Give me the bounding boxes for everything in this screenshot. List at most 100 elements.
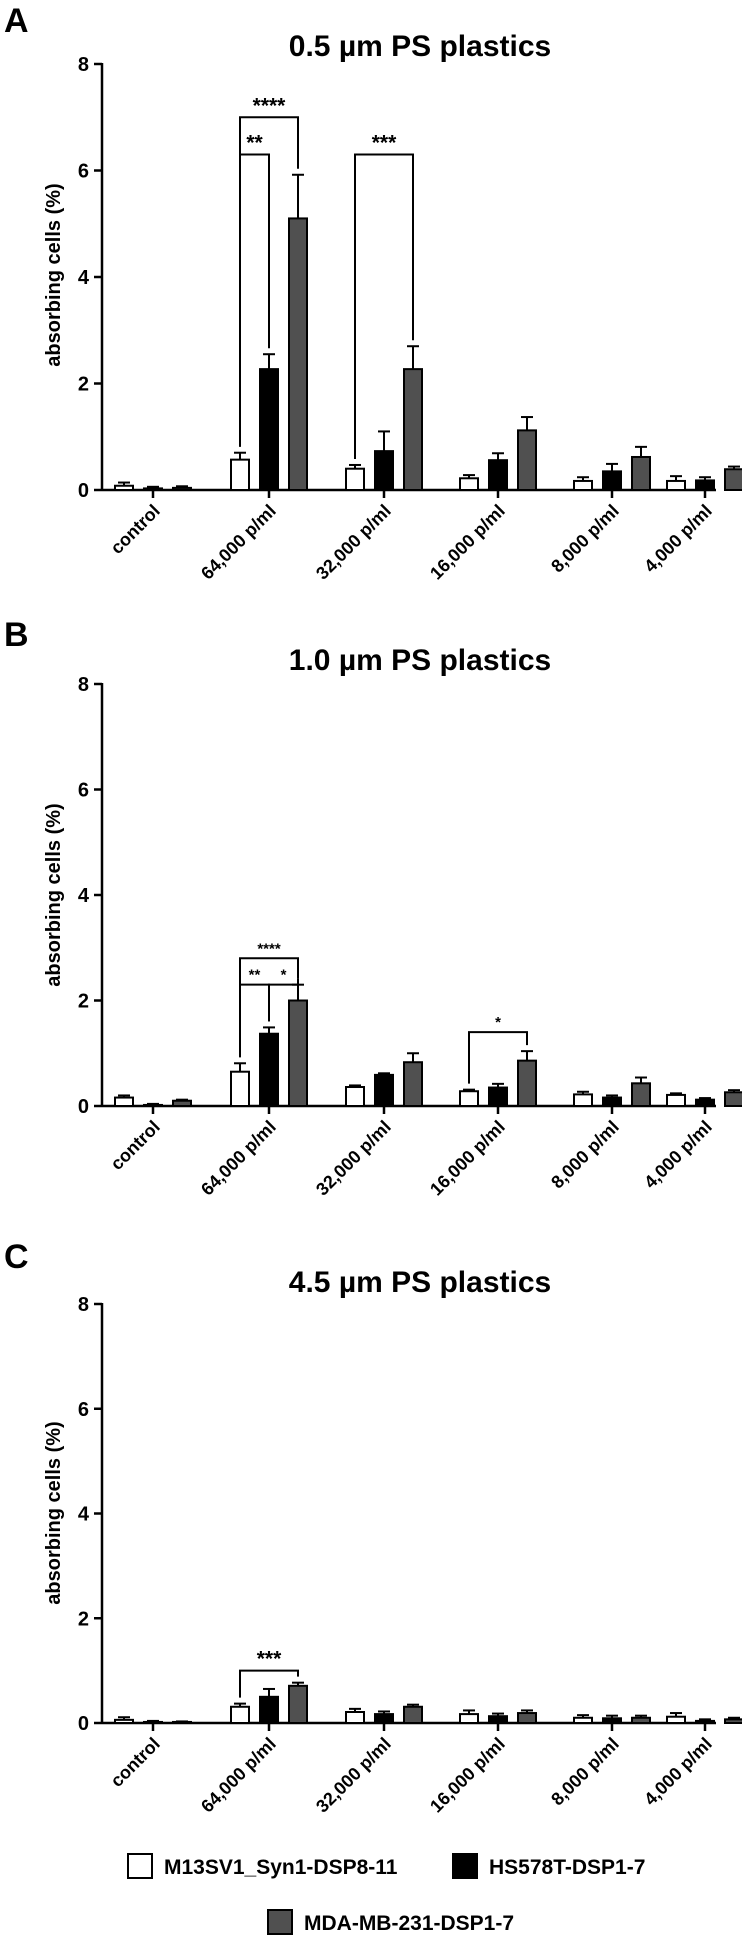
- bar: [172, 486, 192, 491]
- y-tick-label: 8: [78, 1294, 89, 1316]
- bar: [631, 1716, 651, 1724]
- panel-letter-c: C: [4, 1238, 29, 1276]
- y-tick-label: 6: [78, 1399, 89, 1421]
- y-tick-label: 2: [78, 991, 89, 1013]
- bar: [143, 1720, 163, 1725]
- x-tick-label: 4,000 p/ml: [640, 501, 716, 577]
- x-tick-label: 32,000 p/ml: [312, 1117, 395, 1200]
- significance-label: ****: [253, 94, 287, 117]
- significance-label: **: [249, 967, 261, 984]
- panel-letter-a: A: [4, 2, 29, 40]
- bar: [724, 1091, 742, 1108]
- significance-bracket: [239, 153, 270, 447]
- x-tick-label: 4,000 p/ml: [640, 1117, 716, 1193]
- bar: [573, 1716, 593, 1724]
- x-tick-label: 64,000 p/ml: [197, 1734, 280, 1817]
- bar: [143, 1103, 163, 1107]
- bar: [230, 1070, 250, 1108]
- y-tick-label: 0: [78, 1096, 89, 1118]
- bar: [573, 479, 593, 492]
- bar: [374, 1073, 394, 1107]
- x-tick-label: 16,000 p/ml: [426, 1734, 509, 1817]
- bar: [172, 1720, 192, 1725]
- significance-label: ***: [372, 132, 397, 155]
- bar: [114, 484, 134, 491]
- panel-title-c: 4.5 µm PS plastics: [289, 1266, 551, 1299]
- bar: [602, 1717, 622, 1725]
- panel-c: C 4.5 µm PS plastics absorbing cells (%)…: [4, 1238, 742, 1816]
- bar: [631, 455, 651, 491]
- significance-bracket: [239, 1669, 299, 1698]
- y-tick-label: 0: [78, 1713, 89, 1735]
- panel-letter-b: B: [4, 616, 29, 654]
- legend: M13SV1_Syn1-DSP8-11 HS578T-DSP1-7 MDA-MB…: [127, 1853, 645, 1935]
- bar: [517, 1059, 537, 1108]
- bar: [403, 368, 423, 491]
- bar: [230, 1705, 250, 1725]
- bar: [374, 1713, 394, 1724]
- panel-a: A 0.5 µm PS plastics absorbing cells (%)…: [4, 2, 742, 583]
- legend-swatch-m13sv1: [127, 1853, 153, 1879]
- plot-a: absorbing cells (%) 0 2 4 6 8 control 64,000 p/…: [43, 54, 742, 583]
- y-tick-label: 2: [78, 374, 89, 396]
- bar: [403, 1061, 423, 1108]
- legend-swatch-mda-mb-231: [267, 1909, 293, 1935]
- y-tick-label: 8: [78, 54, 89, 76]
- bar: [288, 1684, 308, 1724]
- legend-label-mda-mb-231: MDA-MB-231-DSP1-7: [304, 1912, 514, 1935]
- y-tick-label: 0: [78, 480, 89, 502]
- bar: [695, 1719, 715, 1725]
- panel-title-b: 1.0 µm PS plastics: [289, 644, 551, 677]
- bar: [695, 479, 715, 492]
- bar: [403, 1705, 423, 1725]
- significance-label: ****: [257, 940, 281, 957]
- bar: [666, 1093, 686, 1107]
- bar: [172, 1099, 192, 1107]
- bar: [602, 470, 622, 491]
- bar: [288, 999, 308, 1107]
- significance-bracket: [268, 978, 299, 1022]
- legend-swatch-hs578t: [452, 1853, 478, 1879]
- x-tick-label: 32,000 p/ml: [312, 501, 395, 584]
- y-tick-label: 8: [78, 674, 89, 696]
- x-tick-label: 16,000 p/ml: [426, 1117, 509, 1200]
- bar: [724, 1718, 742, 1724]
- y-tick-label: 4: [78, 1504, 90, 1526]
- bar: [459, 477, 479, 492]
- bar: [374, 450, 394, 492]
- bar: [459, 1713, 479, 1724]
- bar: [488, 1715, 508, 1725]
- legend-label-hs578t: HS578T-DSP1-7: [489, 1856, 645, 1879]
- y-axis-label: absorbing cells (%): [43, 803, 65, 986]
- y-axis-label: absorbing cells (%): [43, 1421, 65, 1604]
- y-tick-label: 6: [78, 780, 89, 802]
- plot-b: absorbing cells (%) 0 2 4 6 8 control 64,000 p/…: [43, 674, 742, 1199]
- significance-label: *: [281, 967, 287, 984]
- x-tick-label: control: [107, 1734, 164, 1791]
- x-tick-label: control: [107, 501, 164, 558]
- y-tick-label: 4: [78, 267, 90, 289]
- y-tick-label: 6: [78, 161, 89, 183]
- bar: [695, 1098, 715, 1108]
- panel-title-a: 0.5 µm PS plastics: [289, 30, 551, 63]
- bar: [573, 1093, 593, 1108]
- bar: [666, 1715, 686, 1724]
- bar: [488, 1086, 508, 1107]
- bar: [143, 487, 163, 491]
- y-axis-label: absorbing cells (%): [43, 183, 65, 366]
- bar: [488, 459, 508, 491]
- bar: [230, 458, 250, 491]
- x-tick-label: 32,000 p/ml: [312, 1734, 395, 1817]
- bar: [259, 1032, 279, 1108]
- x-tick-label: control: [107, 1117, 164, 1174]
- bar: [345, 1711, 365, 1724]
- x-tick-label: 8,000 p/ml: [547, 1734, 623, 1810]
- significance-label: ***: [257, 1648, 282, 1671]
- bar: [345, 467, 365, 492]
- bar: [259, 1695, 279, 1724]
- bar: [517, 429, 537, 491]
- bar: [517, 1712, 537, 1724]
- x-tick-label: 4,000 p/ml: [640, 1734, 716, 1810]
- x-tick-label: 8,000 p/ml: [547, 1117, 623, 1193]
